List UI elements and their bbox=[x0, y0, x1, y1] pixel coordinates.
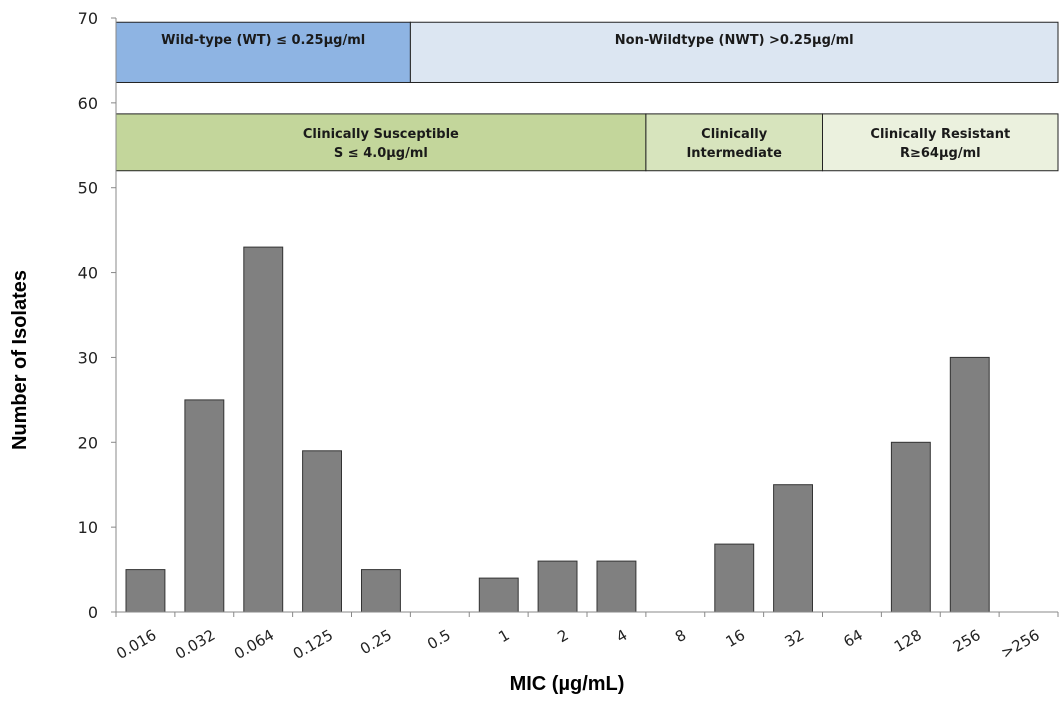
x-tick-label: 0.032 bbox=[172, 626, 218, 663]
x-tick-label: 0.25 bbox=[357, 626, 395, 658]
clinical-band-label: R≥64µg/ml bbox=[900, 146, 981, 161]
clinical-band-label: Clinically Susceptible bbox=[303, 127, 459, 142]
clinical-band-label: Intermediate bbox=[686, 146, 782, 161]
bar-6 bbox=[478, 577, 519, 613]
y-tick-label: 30 bbox=[78, 348, 98, 367]
clinical-band-label: S ≤ 4.0µg/ml bbox=[334, 146, 428, 161]
y-tick-label: 10 bbox=[78, 518, 98, 537]
x-ticks: 0.016 0.032 0.064 0.125 0.25 0.5 1 2 4 8 16 32 64 128… bbox=[113, 612, 1059, 663]
x-tick-label: 1 bbox=[495, 626, 512, 646]
x-tick-label: 64 bbox=[840, 626, 866, 651]
x-tick-label: 2 bbox=[554, 626, 571, 646]
bar-4 bbox=[361, 569, 401, 613]
x-tick-label: 0.064 bbox=[231, 626, 277, 663]
x-tick-label: 16 bbox=[723, 626, 749, 651]
y-tick-label: 60 bbox=[78, 94, 98, 113]
bar-11 bbox=[773, 484, 813, 613]
wildtype-band-0 bbox=[115, 21, 411, 83]
y-tick-label: 0 bbox=[88, 603, 98, 622]
bars bbox=[125, 246, 990, 613]
wildtype-band-1 bbox=[409, 21, 1059, 83]
clinical-band-1 bbox=[645, 113, 824, 172]
y-ticks: 0 10 20 30 40 50 60 70 bbox=[78, 9, 116, 622]
bar-10 bbox=[714, 543, 755, 613]
bar-7 bbox=[537, 560, 578, 613]
y-tick-label: 50 bbox=[78, 179, 98, 198]
y-tick-label: 40 bbox=[78, 264, 98, 283]
x-tick-label: 0.5 bbox=[424, 626, 454, 654]
clinical-band-2 bbox=[822, 113, 1059, 172]
y-axis-title: Number of Isolates bbox=[9, 270, 31, 450]
x-tick-label: 128 bbox=[891, 626, 925, 656]
band-annotations: Wild-type (WT) ≤ 0.25µg/ml Non-Wildtype (… bbox=[115, 21, 1059, 172]
x-tick-label: 0.016 bbox=[113, 626, 159, 663]
bar-8 bbox=[596, 560, 637, 613]
clinical-band-label: Clinically Resistant bbox=[870, 127, 1010, 142]
x-axis-title: MIC (µg/mL) bbox=[510, 673, 625, 695]
bar-3 bbox=[302, 450, 343, 613]
bar-14 bbox=[949, 356, 990, 613]
x-tick-label: 4 bbox=[613, 626, 630, 646]
wildtype-band-label: Non-Wildtype (NWT) >0.25µg/ml bbox=[615, 33, 854, 48]
x-tick-label: 0.125 bbox=[290, 626, 336, 663]
x-tick-label: 32 bbox=[782, 626, 808, 651]
y-tick-label: 20 bbox=[78, 433, 98, 452]
clinical-band-0 bbox=[115, 113, 647, 172]
y-tick-label: 70 bbox=[78, 9, 98, 28]
bar-1 bbox=[184, 399, 225, 613]
clinical-band-label: Clinically bbox=[701, 127, 768, 142]
x-tick-label: 256 bbox=[950, 626, 984, 656]
x-tick-label: >256 bbox=[998, 626, 1043, 662]
wildtype-band-label: Wild-type (WT) ≤ 0.25µg/ml bbox=[161, 33, 365, 48]
x-tick-label: 8 bbox=[672, 626, 689, 646]
bar-13 bbox=[890, 441, 931, 613]
bar-0 bbox=[125, 569, 166, 613]
bar-2 bbox=[243, 246, 284, 613]
